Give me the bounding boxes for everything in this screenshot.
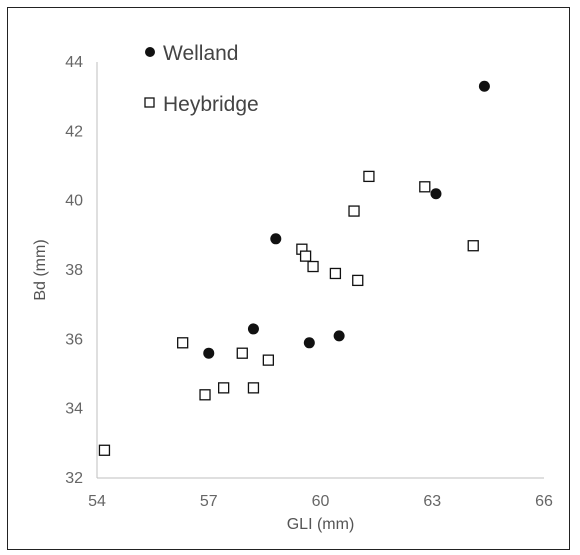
point-welland [247,323,259,335]
y-tick-label: 44 [65,54,83,71]
point-heybridge [363,170,375,183]
point-welland [478,80,490,92]
legend-item-welland: Welland [145,42,239,65]
point-heybridge [236,347,248,359]
legend-label-welland: Welland [163,42,239,65]
y-axis-title: Bd (mm) [32,239,49,300]
x-tick-labels: 54 57 60 63 66 [88,493,553,510]
x-axis-title: GLI (mm) [287,516,355,533]
y-tick-label: 42 [65,123,83,140]
y-tick-label: 36 [65,331,83,348]
legend-marker-heybridge [144,97,155,108]
point-heybridge [419,181,431,193]
point-heybridge [217,382,230,394]
point-heybridge [177,337,189,349]
x-tick-label: 57 [200,493,218,510]
point-heybridge [299,250,312,262]
point-welland [303,337,315,349]
point-heybridge [247,382,260,394]
point-heybridge [348,205,360,217]
x-tick-label: 63 [423,493,441,510]
legend-item-heybridge: Heybridge [144,93,259,116]
chart-frame [7,7,570,550]
point-welland [203,347,215,359]
x-tick-label: 60 [312,493,330,510]
point-welland [270,233,282,245]
axes [96,62,544,479]
legend-label-heybridge: Heybridge [163,93,259,116]
y-tick-label: 34 [65,401,83,418]
y-tick-label: 38 [65,262,83,279]
point-heybridge [352,274,364,287]
point-heybridge [199,389,211,401]
point-heybridge [262,354,275,366]
point-welland [333,330,345,342]
point-heybridge [329,267,342,280]
x-tick-label: 54 [88,493,106,510]
legend-marker-welland [145,47,155,57]
data-points [98,80,490,456]
point-heybridge [98,444,111,456]
point-welland [430,188,442,200]
y-tick-labels: 32 34 36 38 40 42 44 [65,54,83,487]
point-heybridge [467,240,479,252]
y-tick-label: 40 [65,193,83,210]
legend: Welland Heybridge [144,42,259,116]
point-heybridge [307,260,319,273]
y-tick-label: 32 [65,470,83,487]
x-tick-label: 66 [535,493,553,510]
